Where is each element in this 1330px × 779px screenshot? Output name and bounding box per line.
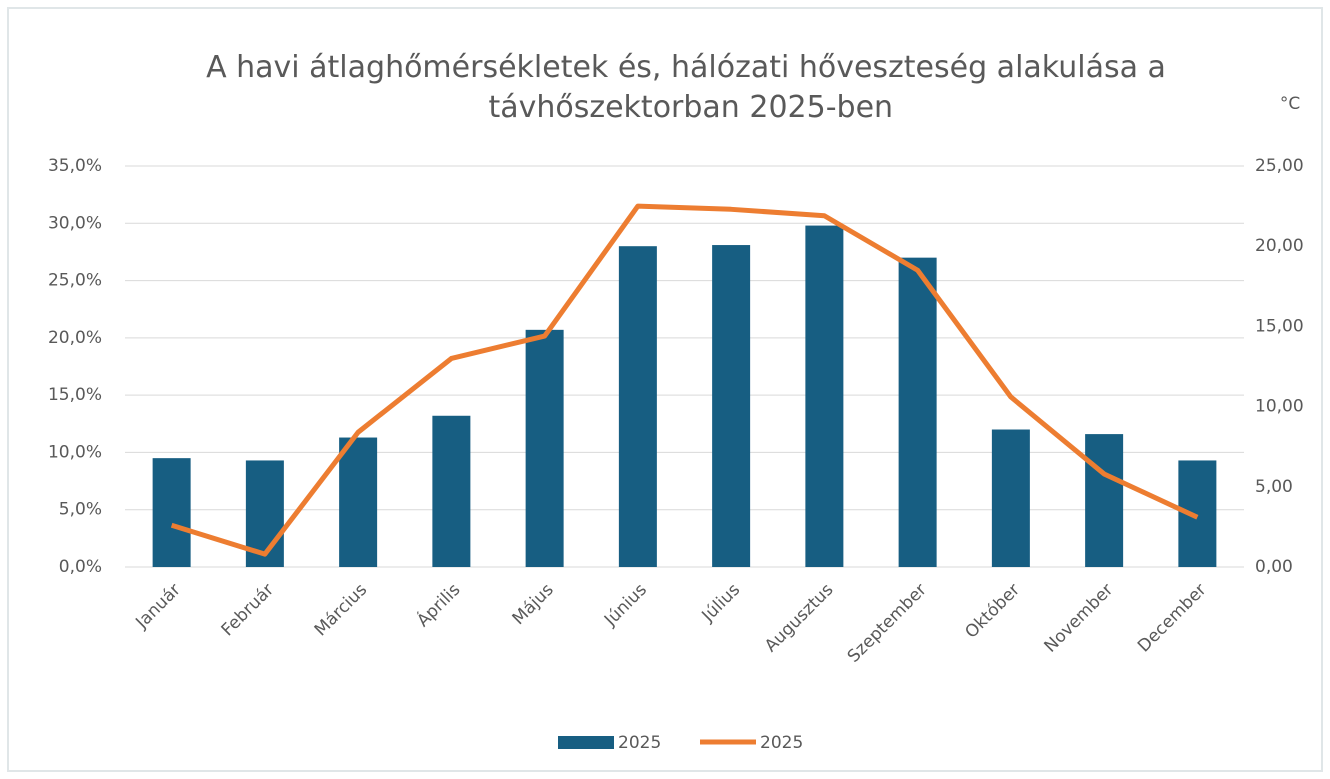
- y2-tick-label: 10,00: [1255, 397, 1304, 417]
- y-tick-label: 10,0%: [48, 442, 102, 462]
- bar: [525, 329, 564, 567]
- y-tick-label: 35,0%: [48, 156, 102, 176]
- y-tick-label: 25,0%: [48, 271, 102, 291]
- bar: [1085, 434, 1124, 567]
- y-tick-label: 20,0%: [48, 328, 102, 348]
- y2-tick-label: 15,00: [1255, 316, 1304, 336]
- y2-axis-label: °C: [1280, 94, 1300, 114]
- y-tick-label: 30,0%: [48, 213, 102, 233]
- y-tick-label: 15,0%: [48, 385, 102, 405]
- bar: [991, 429, 1030, 567]
- bar: [339, 437, 378, 567]
- line: [170, 203, 1199, 557]
- y-tick-label: 0,0%: [59, 557, 102, 577]
- y2-tick-label: 5,00: [1255, 477, 1293, 497]
- legend-label: 2025: [618, 733, 661, 753]
- y-tick-label: 5,0%: [59, 500, 102, 520]
- chart-frame: [7, 7, 1323, 772]
- y2-tick-label: 20,00: [1255, 236, 1304, 256]
- bar: [432, 415, 471, 567]
- y2-tick-label: 0,00: [1255, 557, 1293, 577]
- chart-title: A havi átlaghőmérsékletek és, hálózati h…: [206, 50, 1166, 125]
- bar: [712, 245, 751, 567]
- y2-tick-label: 25,00: [1255, 156, 1304, 176]
- bar: [805, 225, 844, 567]
- legend-swatch: [558, 736, 614, 749]
- legend-label: 2025: [760, 733, 803, 753]
- bar: [898, 257, 937, 567]
- bar: [618, 246, 657, 567]
- bar: [152, 458, 191, 567]
